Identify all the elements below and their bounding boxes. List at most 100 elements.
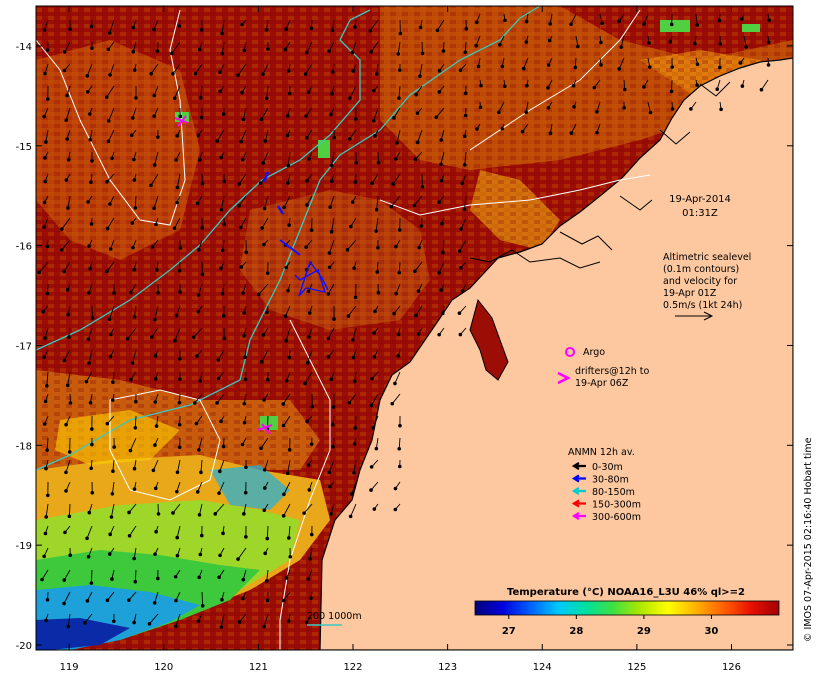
velocity-arrowhead	[285, 471, 290, 476]
lon-tick-label: 119	[60, 662, 79, 673]
velocity-arrowhead	[415, 111, 420, 115]
velocity-arrowhead	[68, 401, 73, 405]
velocity-arrowhead	[242, 48, 247, 53]
velocity-arrow	[328, 327, 335, 339]
velocity-arrowhead	[132, 487, 137, 491]
velocity-arrowhead	[767, 18, 772, 23]
velocity-arrowhead	[258, 181, 263, 185]
velocity-arrowhead	[437, 270, 441, 275]
velocity-arrowhead	[464, 26, 469, 31]
velocity-arrow	[237, 63, 247, 76]
velocity-arrowhead	[175, 200, 179, 205]
velocity-arrow	[193, 327, 203, 338]
velocity-arrowhead	[670, 107, 675, 111]
velocity-arrow	[45, 129, 49, 143]
velocity-arrowhead	[350, 492, 354, 496]
bathymetry-legend: 200 1000m	[307, 611, 362, 626]
velocity-arrow	[264, 195, 269, 209]
velocity-arrow	[84, 613, 93, 624]
velocity-arrow	[287, 151, 291, 166]
velocity-arrow	[393, 107, 401, 119]
velocity-arrowhead	[642, 22, 646, 26]
velocity-arrowhead	[648, 110, 653, 115]
velocity-arrowhead	[42, 28, 47, 32]
coastal-islands	[469, 81, 731, 269]
sealevel-contours	[36, 9, 651, 650]
velocity-arrowhead	[286, 288, 290, 293]
velocity-arrowhead	[350, 200, 355, 204]
velocity-arrowhead	[241, 577, 246, 582]
velocity-arrowhead	[177, 24, 182, 28]
velocity-arrowhead	[262, 467, 267, 472]
velocity-arrow	[369, 19, 379, 31]
velocity-arrow	[127, 327, 137, 340]
lon-tick-label: 124	[533, 662, 552, 673]
velocity-arrowhead	[156, 512, 161, 516]
velocity-arrowhead	[462, 134, 467, 139]
velocity-arrow	[108, 107, 115, 122]
velocity-arrowhead	[236, 557, 240, 561]
velocity-arrowhead	[414, 92, 418, 97]
velocity-arrowhead	[740, 84, 745, 88]
anmn-legend-label: 80-150m	[592, 487, 635, 498]
velocity-arrowhead	[374, 207, 379, 212]
velocity-arrowhead	[420, 51, 425, 56]
velocity-arrowhead	[284, 576, 289, 580]
velocity-arrowhead	[547, 38, 552, 43]
velocity-arrowhead	[88, 266, 92, 271]
velocity-arrowhead	[260, 360, 264, 364]
velocity-arrowhead	[305, 361, 310, 365]
velocity-arrow	[154, 591, 159, 604]
velocity-arrowhead	[440, 311, 445, 316]
velocity-arrowhead	[413, 269, 417, 274]
velocity-arrow	[370, 41, 379, 53]
velocity-arrow	[109, 305, 115, 320]
velocity-arrowhead	[759, 87, 764, 92]
velocity-arrowhead	[393, 507, 398, 512]
velocity-arrow	[349, 85, 357, 99]
velocity-arrowhead	[132, 466, 137, 471]
sst-cool-band	[36, 410, 330, 650]
velocity-arrowhead	[152, 601, 157, 605]
velocity-arrowhead	[327, 470, 332, 475]
velocity-arrowhead	[256, 292, 261, 297]
velocity-arrowhead	[90, 159, 94, 163]
velocity-arrowhead	[90, 427, 94, 431]
velocity-arrow	[220, 613, 225, 628]
velocity-arrowhead	[198, 95, 203, 100]
velocity-arrowhead	[174, 158, 178, 162]
velocity-arrow	[67, 371, 71, 386]
velocity-arrowhead	[67, 450, 72, 454]
velocity-arrow	[397, 41, 401, 54]
velocity-arrowhead	[524, 40, 529, 44]
velocity-arrowhead	[521, 66, 526, 71]
velocity-arrowhead	[177, 445, 182, 450]
velocity-arrowhead	[195, 490, 200, 494]
drifters-line-2: 19-Apr 06Z	[575, 378, 629, 389]
velocity-arrow	[154, 305, 159, 320]
velocity-arrow	[134, 569, 137, 582]
velocity-arrow	[285, 305, 291, 317]
velocity-arrowhead	[173, 338, 177, 343]
velocity-arrowhead	[348, 96, 352, 100]
velocity-arrowhead	[347, 137, 352, 141]
velocity-arrow	[370, 393, 379, 406]
velocity-arrowhead	[87, 510, 92, 515]
velocity-arrowhead	[286, 181, 290, 185]
velocity-arrowhead	[198, 47, 202, 52]
velocity-arrowhead	[152, 206, 156, 211]
altimetry-line-3: and velocity for	[663, 276, 737, 287]
velocity-arrowhead	[398, 423, 402, 428]
velocity-arrowhead	[265, 377, 270, 382]
velocity-arrow	[353, 459, 357, 473]
velocity-arrowhead	[329, 229, 334, 234]
velocity-arrowhead	[87, 244, 91, 248]
velocity-arrowhead	[90, 442, 94, 447]
velocity-arrowhead	[178, 246, 183, 250]
velocity-arrowhead	[218, 469, 222, 474]
velocity-arrowhead	[242, 311, 247, 315]
velocity-arrowhead	[647, 41, 651, 45]
altimetry-line-2: (0.1m contours)	[663, 264, 739, 275]
velocity-arrowhead	[307, 334, 311, 339]
velocity-arrowhead	[197, 448, 201, 452]
